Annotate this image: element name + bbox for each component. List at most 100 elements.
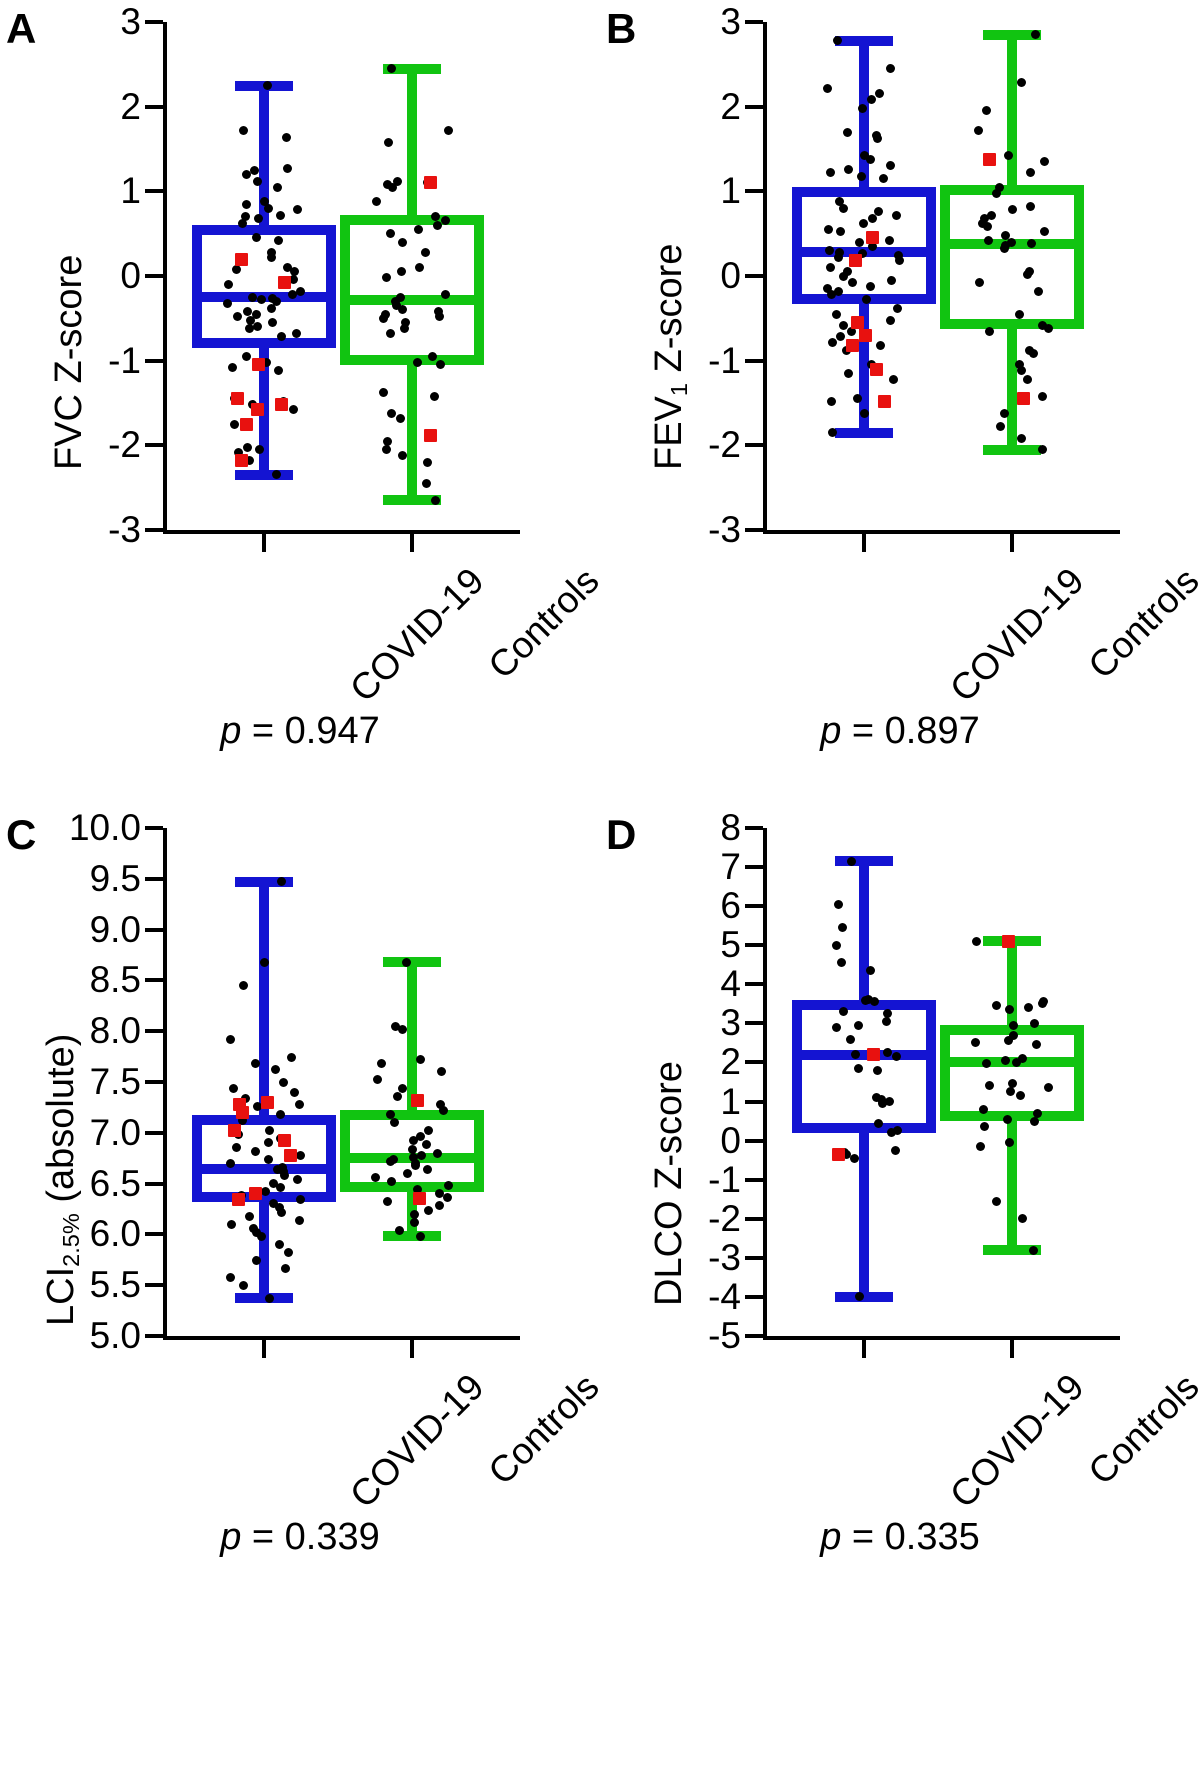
data-point [826,396,836,406]
data-point [839,203,849,213]
data-point [999,408,1009,418]
data-point [975,278,985,288]
data-point [1037,391,1047,401]
data-point [432,1148,442,1158]
data-point-highlight [261,1095,275,1109]
whisker-cap-lower [835,427,894,438]
data-point [892,1126,902,1136]
data-point [1016,366,1026,376]
data-point [372,196,382,206]
data-point [242,307,252,317]
data-point [1000,230,1010,240]
y-tick [745,443,763,448]
y-tick [745,1216,763,1221]
panel-letter-a: A [6,5,37,52]
data-point [264,1126,274,1136]
data-point [857,103,867,113]
y-tick-label: 5 [720,924,741,966]
data-point [438,1105,448,1115]
data-point [289,267,299,277]
y-axis-line [163,828,167,1336]
data-point [979,1122,989,1132]
data-point [240,212,250,222]
data-point [273,182,283,192]
data-point [845,1034,855,1044]
data-point [413,357,423,367]
panel-letter-d: D [606,811,637,858]
data-point [982,1058,992,1068]
y-tick [745,1294,763,1299]
data-point-highlight [424,428,438,442]
whisker-cap-lower [383,1231,442,1242]
data-point [270,1065,280,1075]
data-point [433,307,443,317]
median-line [192,1164,337,1175]
data-point [1034,286,1044,296]
y-tick [745,358,763,363]
data-point [226,1158,236,1168]
data-point [1022,374,1032,384]
data-point [835,227,845,237]
y-tick-label: 6.5 [89,1162,141,1204]
y-tick [145,826,163,830]
data-point [296,1195,306,1205]
y-tick [145,1334,163,1338]
data-point [276,332,286,342]
data-point [294,1099,304,1109]
data-point [251,1059,261,1069]
data-point [843,267,853,277]
data-point [286,1053,296,1063]
data-point [1014,360,1024,370]
y-tick-label: 9.0 [89,908,141,950]
data-point [995,422,1005,432]
data-point [835,332,845,342]
data-point [1001,1056,1011,1065]
y-axis-title: DLCO Z-score [648,1061,690,1306]
data-point [825,263,835,273]
data-point [857,171,867,181]
data-point [885,315,895,325]
y-tick [745,865,763,870]
y-axis-line [163,22,167,530]
data-point [385,1156,395,1166]
data-point-highlight [250,403,264,417]
data-point [444,1181,454,1191]
data-point [423,1164,433,1174]
data-point [1032,1108,1042,1118]
data-point [831,309,841,319]
data-point [293,1175,303,1185]
y-tick [745,1021,763,1026]
x-axis-label-controls: Controls [480,560,608,687]
data-point [387,182,397,192]
data-point [1037,999,1047,1009]
data-point [986,210,996,220]
data-point [853,1063,863,1073]
panel-letter-b: B [606,5,637,52]
y-tick [145,189,163,194]
data-point [985,1081,995,1091]
data-point [229,419,239,429]
data-point-highlight [867,1048,881,1062]
data-point [275,210,285,220]
data-point [423,1205,433,1215]
y-tick-label: 7.5 [89,1061,141,1102]
y-tick [745,982,763,987]
data-point [837,923,847,933]
data-point [1003,1114,1013,1124]
data-point-highlight [1017,392,1031,406]
data-point [854,1020,864,1030]
x-axis-label-covid-19: COVID-19 [342,1366,492,1516]
data-point-highlight [870,362,884,376]
x-tick [410,1336,415,1358]
data-point [264,1154,274,1164]
data-point [1026,239,1036,249]
panel-a: A FVC Z-score 3 2 1 0 -1 -2 -3 COVID-19 Controls p … [0,0,607,894]
data-point-highlight [234,454,248,468]
data-point [223,279,233,289]
data-point [1008,1079,1018,1089]
data-point [888,374,898,384]
data-point [276,1207,286,1217]
data-point [269,1199,279,1209]
data-point [1037,445,1047,455]
